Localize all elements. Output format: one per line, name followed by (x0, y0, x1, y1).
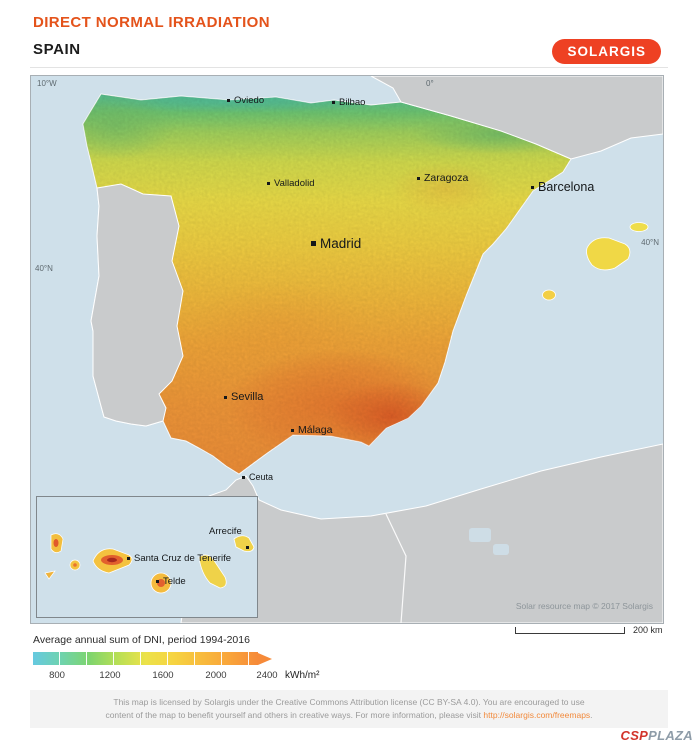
france-landmass (370, 76, 663, 160)
legend-tick: 1200 (99, 670, 121, 681)
mallorca-island (586, 237, 631, 271)
city-label: Madrid (320, 236, 362, 251)
city-santa-cruz-de-tenerife: Santa Cruz de Tenerife (127, 553, 231, 564)
solargis-logo: SOLARGIS (552, 39, 661, 64)
fuerteventura-island (198, 554, 227, 589)
page-subtitle: SPAIN (33, 41, 81, 58)
city-marker-icon (227, 99, 230, 102)
la-gomera-peak (73, 563, 77, 567)
license-line2: content of the map to benefit yourself a… (105, 710, 484, 721)
legend-caption: Average annual sum of DNI, period 1994-2… (33, 634, 250, 646)
graticule-label-40n-right: 40°N (641, 238, 659, 247)
city-marker-icon (156, 580, 159, 583)
portugal-landmass (90, 183, 184, 427)
city-bilbao: Bilbao (332, 97, 365, 108)
scale-bar-label: 200 km (633, 625, 663, 635)
inset-svg (44, 533, 255, 594)
legend-tick: 2000 (205, 670, 227, 681)
city-telde: Telde (156, 576, 186, 587)
ibiza-island (542, 289, 556, 301)
city-label: Valladolid (274, 178, 315, 189)
legend-tick-labels: 800 1200 1600 2000 2400 (33, 670, 333, 684)
canary-islands-inset (36, 496, 258, 618)
city-valladolid: Valladolid (267, 178, 315, 189)
license-line2-end: . (590, 710, 593, 721)
city-label: Bilbao (339, 97, 366, 108)
legend-bar (33, 652, 272, 665)
city-barcelona: Barcelona (531, 180, 594, 194)
legend-arrow-icon (258, 652, 272, 665)
el-hierro-island (44, 570, 56, 580)
city-label: Ceuta (249, 472, 274, 482)
city-marker-icon (224, 395, 227, 399)
legend-tick: 1600 (152, 670, 174, 681)
city-marker-icon (242, 475, 245, 479)
graticule-label-0: 0° (426, 79, 434, 88)
scale-bar: 200 km (515, 624, 663, 635)
map-credit: Solar resource map © 2017 Solargis (515, 601, 653, 611)
africa-lake (493, 544, 509, 555)
menorca-island (629, 222, 649, 232)
africa-country-border (385, 513, 407, 623)
legend-tick: 800 (49, 670, 65, 681)
city-marker-icon (246, 546, 249, 549)
graticule-label-40n-left: 40°N (35, 264, 53, 273)
city-zaragoza: Zaragoza (417, 172, 468, 184)
map-canvas: 10°W 0° 40°N 40°N Oviedo Bilbao Valladol… (30, 75, 664, 624)
city-label: Zaragoza (424, 172, 469, 184)
city-malaga: Málaga (291, 424, 332, 436)
gran-canaria-peak (157, 579, 165, 587)
cspplaza-watermark: CSPPLAZA (621, 728, 693, 743)
city-label: Santa Cruz de Tenerife (134, 553, 231, 564)
license-footer: This map is licensed by Solargis under t… (30, 690, 668, 728)
city-marker-icon (267, 182, 270, 185)
city-ceuta: Ceuta (242, 472, 273, 482)
page-title: DIRECT NORMAL IRRADIATION (33, 14, 270, 31)
map-svg (31, 76, 663, 623)
legend-gradient-bar (33, 652, 258, 665)
freemaps-link[interactable]: http://solargis.com/freemaps (483, 710, 591, 721)
teide-peak (107, 557, 117, 563)
scale-bar-line (515, 627, 625, 634)
legend-unit: kWh/m² (285, 670, 320, 681)
legend-tick: 2400 (256, 670, 278, 681)
la-palma-peak (53, 539, 59, 547)
license-line1: This map is licensed by Solargis under t… (113, 697, 585, 707)
watermark-csp: CSP (620, 728, 649, 743)
city-oviedo: Oviedo (227, 95, 264, 106)
city-marker-icon (291, 428, 294, 432)
watermark-plaza: PLAZA (648, 728, 693, 743)
city-madrid: Madrid (311, 236, 361, 251)
city-arrecife: Arrecife (209, 526, 242, 537)
city-label: Telde (163, 576, 186, 587)
header-divider (30, 67, 668, 68)
city-label: Barcelona (538, 180, 595, 194)
graticule-label-10w: 10°W (37, 79, 57, 88)
city-marker-icon (531, 185, 534, 189)
city-marker-icon (311, 241, 316, 246)
africa-lake (469, 528, 491, 542)
city-marker-icon (417, 176, 420, 180)
city-label: Málaga (298, 424, 333, 436)
city-marker-icon (332, 101, 335, 104)
lanzarote-island (233, 535, 255, 552)
city-marker-icon (127, 557, 130, 560)
city-sevilla: Sevilla (224, 391, 263, 403)
city-label: Oviedo (234, 95, 265, 106)
city-label: Sevilla (231, 391, 264, 403)
